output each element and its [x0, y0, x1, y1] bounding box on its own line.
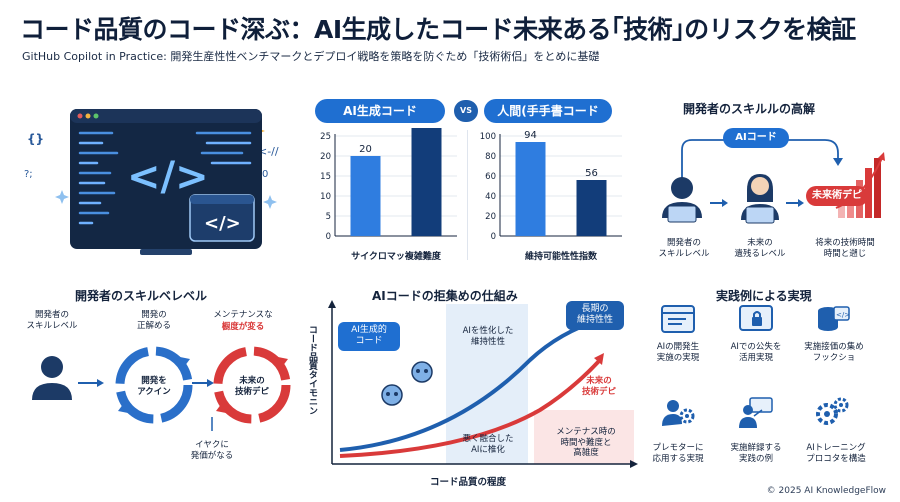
person-gear-icon	[660, 396, 696, 434]
y-tick-label-1: 20	[485, 212, 496, 222]
practice-label-2: AIでの公失を 活用実現	[730, 342, 782, 363]
complexity-chart-svg: 05101520252030サイクロマッ複雑難度	[320, 104, 457, 262]
bar-0	[350, 156, 381, 236]
y-tick-label-3: 15	[320, 172, 331, 182]
practice-label-4: プレモターに 応用する実現	[652, 443, 704, 464]
ai-code-pill: AI生成コード	[315, 99, 445, 123]
gears-icon	[814, 396, 850, 434]
y-tick-label-3: 60	[485, 172, 496, 182]
chart-divider	[467, 130, 468, 260]
bar-0	[515, 142, 546, 236]
y-tick-label-4: 80	[485, 152, 496, 162]
debt-chart-mid-label: AIを性化した 維持性性	[462, 326, 514, 347]
page-title: コード品質のコード深ぶ：AI生成したコード未来ある｢技術｣のリスクを検証	[20, 15, 856, 44]
practice-label-3: 実施接価の集め フックショ	[804, 342, 864, 363]
debt-chart-bottom-mid: 悪く融合した AIに椎化	[462, 434, 514, 455]
bar-1	[411, 116, 442, 236]
svg-text:<-//: <-//	[258, 145, 279, 158]
footer-copyright: © 2025 AI KnowledgeFlow	[766, 486, 886, 496]
maintainability-bar-chart: 0 20 40 60 80 100 94 56 維持可能性性指数	[470, 128, 630, 268]
y-tick-label-2: 40	[485, 192, 496, 202]
complexity-bar-chart: 05101520252030サイクロマッ複雑難度	[305, 104, 465, 268]
ai-generated-bubble: AI生成的 コード	[338, 322, 400, 351]
database-code-icon: </>	[814, 303, 850, 341]
cycle-title: 開発者のスキルベレベル	[75, 289, 208, 303]
y-tick-label-2: 10	[320, 192, 331, 202]
svg-text:?;: ?;	[24, 169, 33, 180]
cycle-ring2-label: 未来の 技術デピ	[234, 376, 269, 397]
page-subtitle: GitHub Copilot in Practice: 開発生産性性ベンチマーク…	[22, 50, 600, 63]
bar-value-label-1: 56	[585, 168, 598, 179]
svg-text:</>: </>	[204, 213, 241, 234]
code-editor-illustration: {} ?; <-// 0 </>	[22, 95, 292, 265]
y-tick-label-4: 20	[320, 152, 331, 162]
debt-chart-red-label: 未来の 技術デピ	[581, 376, 616, 397]
debt-chart-ylabel: コード品質タイモニン	[307, 325, 317, 415]
skill-flow-label-1: 開発者の スキルレベル	[658, 238, 710, 259]
practice-label-6: AIトレーニング プロコタを構造	[806, 443, 866, 464]
x-axis-label: 維持可能性性指数	[525, 250, 598, 262]
practice-title: 実践例による実現	[716, 289, 812, 303]
bar-1	[576, 180, 607, 236]
cycle-person-label: 開発者の スキルレベル	[26, 310, 78, 331]
lock-screen-icon	[738, 303, 774, 341]
bar-value-label-0: 20	[359, 144, 372, 155]
code-window-icon	[660, 303, 696, 341]
human-code-pill: 人間(手手書コード	[484, 99, 612, 123]
skill-cycle-diagram	[12, 305, 302, 480]
vs-badge: VS	[454, 100, 478, 122]
maintainability-chart-svg: 0 20 40 60 80 100 94 56 維持可能性性指数	[480, 130, 622, 262]
x-axis-label: サイクロマッ複雑難度	[351, 250, 442, 262]
cycle-top-right-label: メンテナンスな	[213, 310, 273, 320]
debt-chart	[310, 300, 640, 490]
cycle-top-label: 開発の 正解める	[136, 310, 171, 331]
cycle-ring1-label: 開発を アクイン	[137, 376, 171, 397]
y-tick-label-1: 5	[326, 212, 331, 222]
debt-chart-bottom-right: メンテナス時の 時間や難度と 高雑度	[556, 427, 616, 459]
svg-text:{}: {}	[27, 132, 44, 146]
skill-flow-label-3: 将来の技術時間 時間と遡じ	[815, 238, 875, 259]
cycle-top-right-emphasis: 橱度が変る	[221, 322, 265, 332]
debt-chart-xlabel: コード品質の程度	[430, 477, 507, 488]
skill-flow-label-2: 未来の 遺残るレベル	[734, 238, 786, 259]
y-tick-label-5: 25	[320, 132, 331, 142]
presenter-icon	[738, 396, 774, 434]
practice-label-5: 実施觧録する 実践の例	[730, 443, 782, 464]
y-tick-label-5: 100	[480, 132, 496, 142]
svg-text:0: 0	[262, 169, 268, 180]
practice-label-1: AIの開発生 実施の実現	[656, 342, 700, 363]
svg-text:</>: </>	[127, 154, 209, 200]
debt-chart-title: AIコードの拒集めの仕組み	[372, 289, 518, 303]
ai-code-tag: AIコード	[723, 128, 789, 148]
bar-value-label-0: 94	[524, 130, 537, 141]
skill-flow-title: 開発者のスキルルの高解	[683, 102, 816, 116]
y-tick-label-0: 0	[326, 232, 331, 242]
long-term-bubble: 長期の 維持性性	[566, 301, 624, 330]
svg-text:</>: </>	[836, 311, 850, 319]
y-tick-label-0: 0	[491, 232, 496, 242]
tech-debt-badge: 未来術デピ	[806, 186, 868, 206]
cycle-bottom-label: イヤクに 発価がなる	[190, 440, 234, 461]
